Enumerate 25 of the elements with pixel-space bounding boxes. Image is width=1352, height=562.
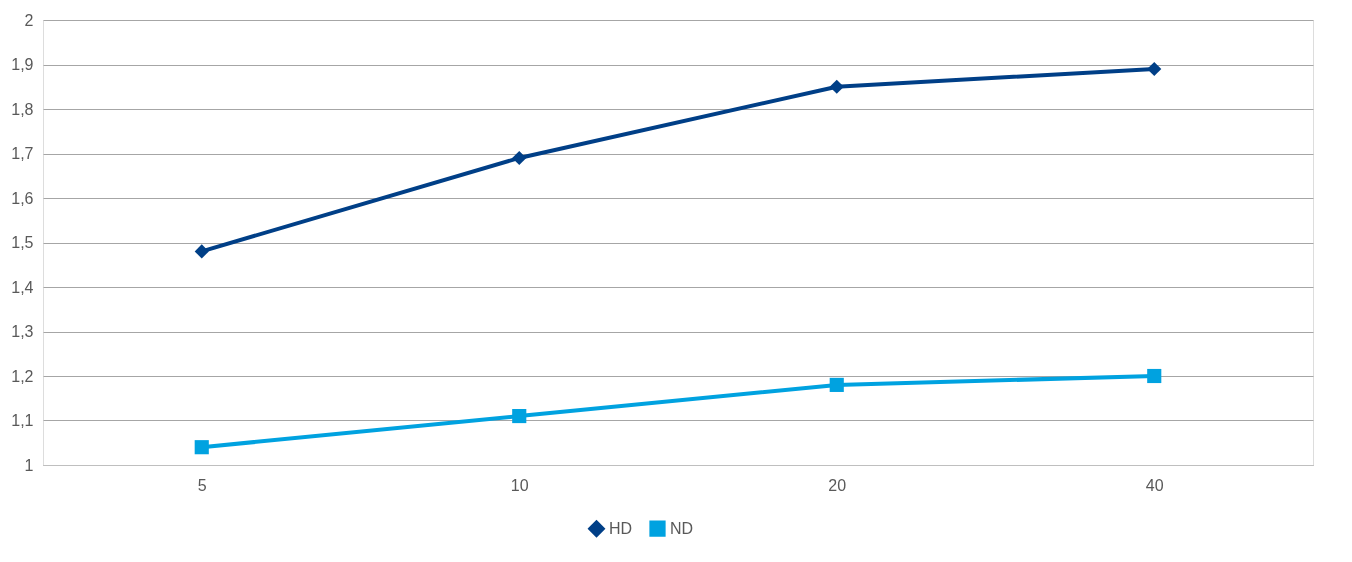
x-tick-label: 20 xyxy=(828,476,847,494)
point xyxy=(829,79,844,94)
point xyxy=(1147,368,1162,384)
point xyxy=(512,150,527,166)
x-tick-label: 5 xyxy=(197,476,207,494)
y-tick-label: 1,5 xyxy=(11,234,34,251)
y-tick-label: 1,4 xyxy=(11,278,34,296)
y-tick-label: 1 xyxy=(24,456,34,474)
point xyxy=(1147,61,1162,77)
point xyxy=(194,244,209,259)
legend-label: HD xyxy=(609,519,633,537)
y-tick-label: 1,7 xyxy=(11,145,34,162)
x-tick-label: 40 xyxy=(1145,476,1164,494)
y-tick-label: 1,9 xyxy=(11,56,34,73)
point xyxy=(829,377,844,392)
y-tick-label: 1,1 xyxy=(11,412,34,429)
x-tick-label: 10 xyxy=(510,476,529,494)
y-tick-label: 1,8 xyxy=(11,100,34,118)
y-tick-label: 1,3 xyxy=(11,323,34,340)
y-tick-label: 1,2 xyxy=(11,367,34,385)
y-tick-label: 1,6 xyxy=(11,189,34,207)
point xyxy=(194,440,209,455)
legend-label: ND xyxy=(670,519,694,537)
point xyxy=(512,408,527,424)
y-tick-label: 2 xyxy=(24,11,34,29)
